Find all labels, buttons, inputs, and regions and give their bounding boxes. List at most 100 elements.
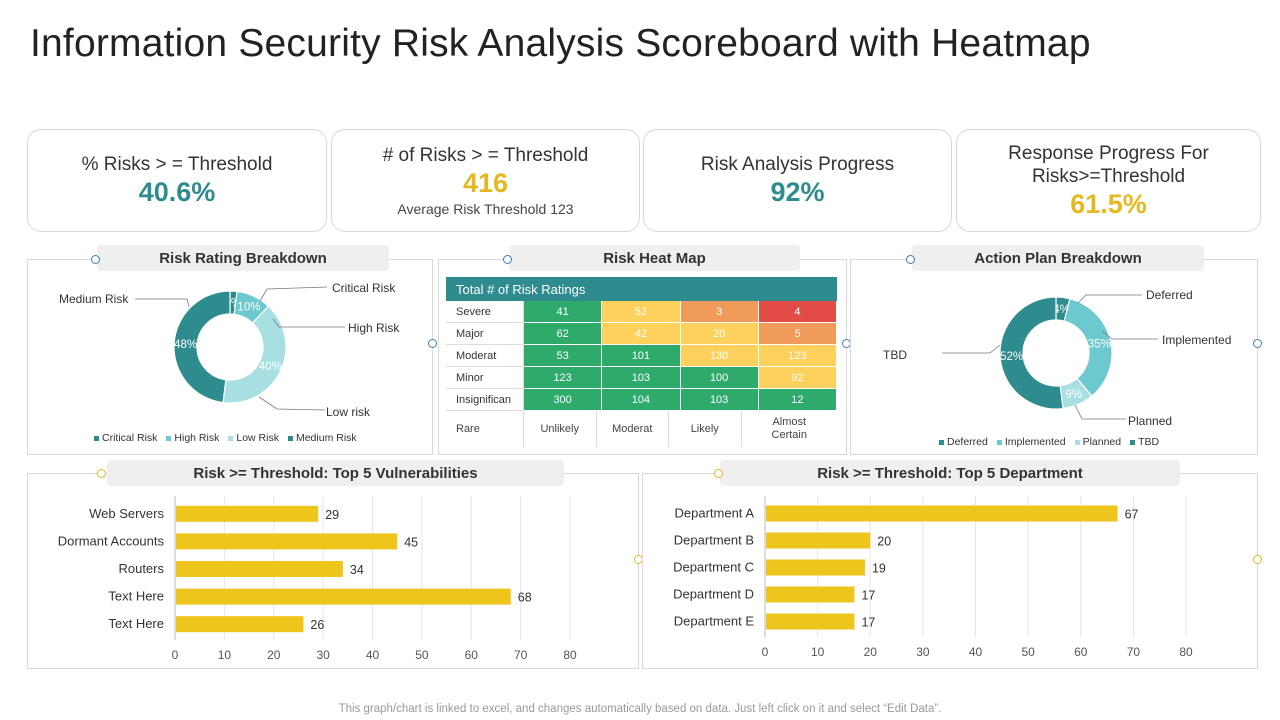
- kpi-label: # of Risks > = Threshold: [382, 145, 589, 166]
- x-tick-label: 0: [762, 645, 769, 659]
- category-label: Text Here: [108, 589, 164, 604]
- bar: [766, 532, 871, 549]
- category-label: Web Servers: [89, 506, 164, 521]
- heatmap-cell: 52: [602, 301, 681, 323]
- x-tick-label: 0: [172, 648, 179, 662]
- legend-item: Implemented: [996, 436, 1066, 448]
- panel-handle-dot: [906, 255, 915, 264]
- category-label: Department A: [675, 506, 755, 521]
- x-tick-label: 10: [218, 648, 232, 662]
- heatmap-row: Minor 123 103 100 92: [446, 367, 837, 389]
- heatmap-cell: 41: [524, 301, 603, 323]
- heatmap-cell: 92: [758, 367, 837, 389]
- donut-data-label: 10%: [237, 302, 260, 314]
- heatmap-title: Risk Heat Map: [509, 245, 800, 271]
- bar-value-label: 34: [350, 563, 364, 577]
- donut-slice-tbd: [999, 296, 1064, 410]
- vulnerabilities-bar-chart: 0 10 20 30 40 50 60 70 80 Web Servers 29 Dormant Ac…: [58, 496, 577, 662]
- x-tick-label: 50: [1021, 645, 1035, 659]
- risk-heatmap: Total # of Risk Ratings Severe 41 52 3 4 Majo…: [446, 277, 837, 447]
- callout-leader-line: [259, 286, 328, 302]
- x-tick-label: 60: [465, 648, 479, 662]
- kpi-card-risks-percent: % Risks > = Threshold 40.6%: [27, 129, 327, 232]
- callout-leader-line: [135, 298, 190, 308]
- legend-item: TBD: [1130, 436, 1159, 448]
- heatmap-cell: 53: [524, 345, 603, 367]
- kpi-subtext: Average Risk Threshold 123: [397, 201, 574, 217]
- x-tick-label: 60: [1074, 645, 1088, 659]
- action-plan-panel: [850, 259, 1258, 455]
- bar-value-label: 26: [310, 618, 324, 632]
- callout-implemented: Implemented: [1162, 333, 1232, 347]
- callout-medium-risk: Medium Risk: [59, 292, 129, 306]
- heatmap-row-label: Minor: [446, 367, 524, 389]
- risk-rating-title: Risk Rating Breakdown: [97, 245, 389, 271]
- legend-item: Critical Risk: [94, 432, 157, 444]
- category-label: Department D: [673, 587, 754, 602]
- heatmap-cell: 12: [758, 389, 837, 411]
- heatmap-cell: 3: [680, 301, 759, 323]
- x-tick-label: 80: [1179, 645, 1193, 659]
- bar-value-label: 19: [872, 562, 886, 576]
- heatmap-row: Severe 41 52 3 4: [446, 301, 837, 323]
- callout-leader-line: [272, 318, 345, 328]
- heatmap-cell: 62: [524, 323, 603, 345]
- kpi-label: Response Progress For Risks>=Threshold: [1008, 142, 1209, 187]
- bar: [766, 586, 855, 603]
- category-label: Department C: [673, 560, 754, 575]
- heatmap-row-label: Severe: [446, 301, 524, 323]
- callout-low-risk: Low risk: [326, 405, 371, 419]
- callout-leader-line: [1077, 294, 1142, 304]
- callout-critical-risk: Critical Risk: [332, 281, 396, 295]
- heatmap-cell: 103: [680, 389, 759, 411]
- bar-value-label: 20: [877, 535, 891, 549]
- kpi-card-response-progress: Response Progress For Risks>=Threshold 6…: [956, 129, 1261, 232]
- action-plan-legend: Deferred Implemented Planned TBD: [939, 436, 1159, 448]
- bar: [766, 613, 855, 630]
- bar: [176, 588, 511, 605]
- bar: [176, 561, 343, 577]
- x-tick-label: 70: [514, 648, 528, 662]
- heatmap-row: Insignifican 300 104 103 12: [446, 389, 837, 411]
- panel-handle-dot: [428, 339, 437, 348]
- category-label: Department B: [674, 533, 754, 548]
- risk-rating-legend: Critical Risk High Risk Low Risk Medium …: [94, 432, 357, 444]
- heatmap-corner-label: Rare: [446, 411, 524, 447]
- callout-leader-line: [1101, 330, 1158, 340]
- category-label: Dormant Accounts: [58, 533, 165, 548]
- callout-leader-line: [1074, 404, 1126, 420]
- x-tick-label: 40: [969, 645, 983, 659]
- legend-item: Low Risk: [228, 432, 279, 444]
- kpi-value: 61.5%: [1070, 188, 1147, 219]
- kpi-card-risks-count: # of Risks > = Threshold 416 Average Ris…: [331, 129, 640, 232]
- legend-item: Deferred: [939, 436, 988, 448]
- heatmap-col-label: Likely: [669, 411, 742, 447]
- department-bar-chart: 0 10 20 30 40 50 60 70 80 Department A 67 Departmen…: [673, 496, 1193, 659]
- heatmap-row: Moderat 53 101 130 123: [446, 345, 837, 367]
- heatmap-row: Major 62 42 20 5: [446, 323, 837, 345]
- kpi-label: % Risks > = Threshold: [81, 154, 273, 175]
- category-label: Department E: [674, 614, 755, 629]
- bar-value-label: 68: [518, 591, 532, 605]
- callout-planned: Planned: [1128, 414, 1173, 428]
- x-tick-label: 80: [563, 648, 577, 662]
- kpi-label: Risk Analysis Progress: [700, 154, 895, 175]
- bar: [176, 616, 304, 633]
- donut-data-label: 35%: [1088, 338, 1111, 350]
- bar: [766, 559, 865, 576]
- panel-handle-dot: [503, 255, 512, 264]
- category-label: Text Here: [108, 616, 164, 631]
- heatmap-cell: 123: [524, 367, 603, 389]
- legend-item: Medium Risk: [287, 432, 357, 444]
- heatmap-row-label: Insignifican: [446, 389, 524, 411]
- heatmap-col-label: Unlikely: [524, 411, 597, 447]
- heatmap-cell: 100: [680, 367, 759, 389]
- x-tick-label: 70: [1127, 645, 1141, 659]
- bar: [766, 505, 1118, 522]
- bar-value-label: 67: [1125, 508, 1139, 522]
- heatmap-cell: 42: [602, 323, 681, 345]
- x-tick-label: 30: [316, 648, 330, 662]
- x-tick-label: 50: [415, 648, 429, 662]
- x-tick-label: 30: [916, 645, 930, 659]
- kpi-value: 92%: [770, 177, 825, 207]
